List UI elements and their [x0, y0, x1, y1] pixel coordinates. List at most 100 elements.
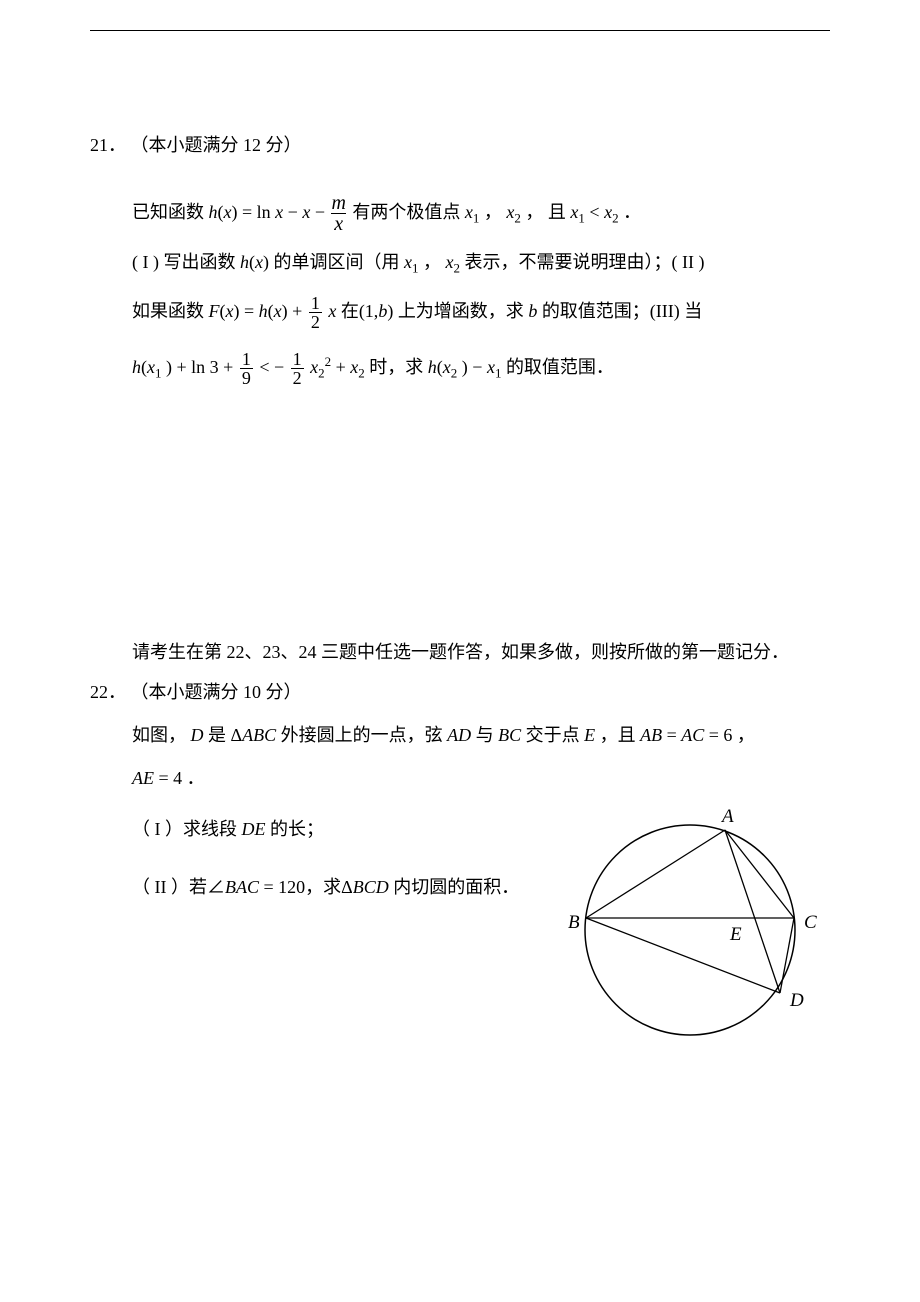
t: h	[132, 357, 141, 377]
t: ABC	[242, 725, 276, 745]
t: 的取值范围．	[501, 357, 614, 377]
q21-points: （本小题满分 12 分）	[131, 135, 302, 155]
svg-text:E: E	[729, 924, 742, 945]
svg-text:A: A	[720, 806, 734, 827]
t: x	[487, 357, 495, 377]
t: ( I ) 写出函数	[132, 252, 240, 272]
problem-21-header: 21． （本小题满分 12 分）	[90, 131, 830, 157]
t: ) 的单调区间（用	[263, 252, 404, 272]
t: x	[255, 252, 263, 272]
t: <	[585, 202, 604, 222]
t: h	[209, 202, 218, 222]
t: 外接圆上的一点，弦	[276, 725, 447, 745]
t: BC	[498, 725, 521, 745]
t: 的取值范围；(III) 当	[537, 301, 702, 321]
q22-line1: 如图， D 是 ΔABC 外接圆上的一点，弦 AD 与 BC 交于点 E ，且 …	[132, 714, 830, 757]
q22-points: （本小题满分 10 分）	[131, 682, 302, 702]
t: ，且	[595, 725, 640, 745]
t: −	[283, 202, 302, 222]
den: 9	[240, 368, 253, 387]
t: 时，求	[365, 357, 428, 377]
t: < −	[255, 357, 289, 377]
t: h	[240, 252, 249, 272]
t: b	[528, 301, 537, 321]
t: 在	[336, 301, 359, 321]
t: （ I ）求线段	[132, 819, 242, 839]
t: E	[584, 725, 595, 745]
t: ，	[418, 252, 445, 272]
t: h	[428, 357, 437, 377]
top-rule	[90, 30, 830, 31]
t: ，	[479, 202, 506, 222]
q22-line3: （ I ）求线段 DE 的长；	[132, 808, 540, 851]
num: 1	[309, 294, 322, 312]
problem-22-header: 22． （本小题满分 10 分）	[90, 678, 830, 704]
q22-figure: A B C D E	[550, 800, 830, 1050]
t: +	[331, 357, 350, 377]
den: 2	[309, 312, 322, 331]
q21-line4: h(x1 ) + ln 3 + 19 < − 12 x22 + x2 时，求 h…	[132, 340, 830, 396]
t: F	[209, 301, 220, 321]
num: 1	[240, 350, 253, 368]
t: 有两个极值点	[348, 202, 465, 222]
t: AC	[681, 725, 704, 745]
q22-textcol: （ I ）求线段 DE 的长； （ II ）若∠BAC = 120，求ΔBCD …	[132, 800, 540, 908]
t: (1,	[359, 301, 379, 321]
num: m	[331, 193, 345, 213]
problem-21-body: 已知函数 h(x) = ln x − x − mx 有两个极值点 x1 ， x2…	[132, 185, 830, 396]
q21-line3: 如果函数 F(x) = h(x) + 12 x 在(1,b) 上为增函数，求 b…	[132, 284, 830, 340]
t: 如果函数	[132, 301, 209, 321]
choice-instruction: 请考生在第 22、23、24 三题中任选一题作答，如果多做，则按所做的第一题记分…	[132, 636, 830, 668]
t: ) + ln 3 +	[162, 357, 238, 377]
t: x	[275, 202, 283, 222]
q21-line2: ( I ) 写出函数 h(x) 的单调区间（用 x1 ， x2 表示，不需要说明…	[132, 241, 830, 284]
spacer	[90, 396, 830, 636]
t: 的长；	[266, 819, 325, 839]
den: x	[331, 213, 345, 234]
t: x	[306, 357, 319, 377]
circle-diagram: A B C D E	[550, 800, 830, 1050]
t: AB	[640, 725, 662, 745]
frac-1-9: 19	[240, 350, 253, 387]
t: ) −	[457, 357, 487, 377]
t: 表示，不需要说明理由）；( II )	[460, 252, 704, 272]
t: x	[604, 202, 612, 222]
t: h	[259, 301, 268, 321]
t: −	[310, 202, 329, 222]
q22-number: 22．	[90, 682, 126, 702]
q22-line2: AE = 4 ．	[132, 757, 830, 800]
t: x	[465, 202, 473, 222]
t: BCD	[353, 877, 389, 897]
frac-1-2: 12	[309, 294, 322, 331]
t: x	[404, 252, 412, 272]
t: x	[324, 301, 337, 321]
t: AD	[447, 725, 471, 745]
q21-line1: 已知函数 h(x) = ln x − x − mx 有两个极值点 x1 ， x2…	[132, 185, 830, 241]
t: ．	[619, 202, 642, 222]
q22-figure-row: （ I ）求线段 DE 的长； （ II ）若∠BAC = 120，求ΔBCD …	[132, 800, 830, 1050]
t: x	[224, 202, 232, 222]
q22-line4: （ II ）若∠BAC = 120，求ΔBCD 内切圆的面积．	[132, 866, 540, 909]
q21-number: 21．	[90, 135, 126, 155]
t: 内切圆的面积．	[389, 877, 520, 897]
t: x	[443, 357, 451, 377]
t: ) +	[282, 301, 307, 321]
t: （ II ）若∠	[132, 877, 225, 897]
t: DE	[242, 819, 266, 839]
svg-text:D: D	[789, 990, 804, 1011]
t: D	[191, 725, 204, 745]
svg-text:B: B	[568, 912, 580, 933]
t: 是 Δ	[204, 725, 243, 745]
t: =	[662, 725, 681, 745]
num: 1	[291, 350, 304, 368]
t: x	[274, 301, 282, 321]
t: = 4 ．	[154, 768, 205, 788]
svg-text:C: C	[804, 912, 817, 933]
t: ， 且	[521, 202, 571, 222]
t: ) =	[234, 301, 259, 321]
t: BAC	[225, 877, 259, 897]
t: 已知函数	[132, 202, 209, 222]
t: AE	[132, 768, 154, 788]
t: ) = ln	[232, 202, 276, 222]
t: = 6 ，	[704, 725, 755, 745]
